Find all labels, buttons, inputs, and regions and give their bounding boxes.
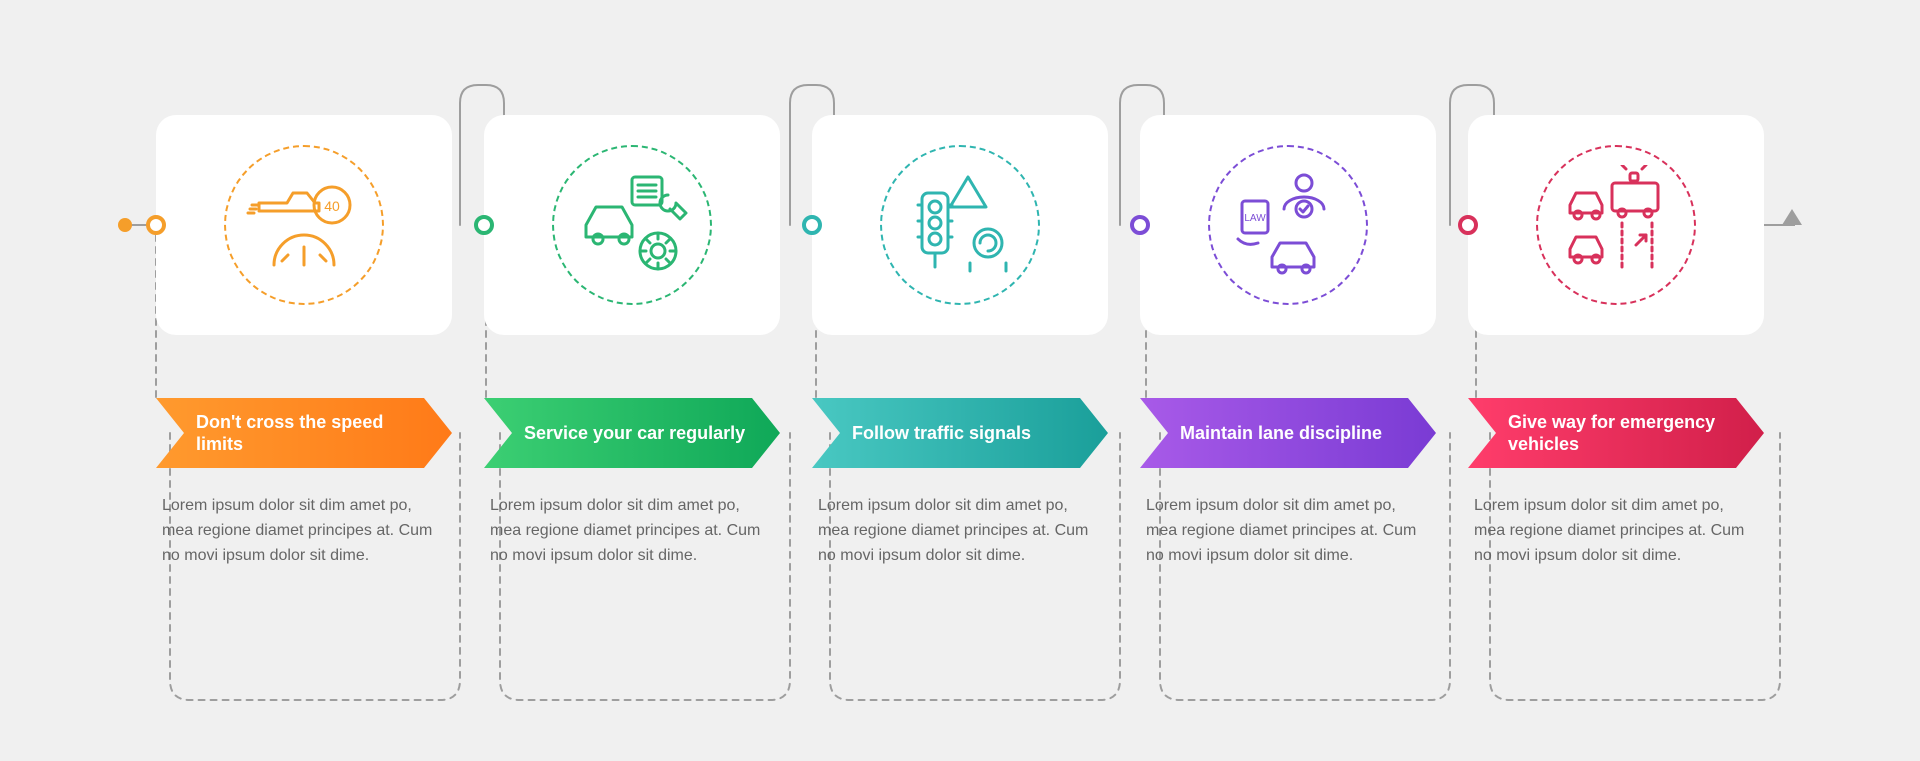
- icon-cards-row: 40: [156, 115, 1764, 335]
- timeline-start-dot: [118, 218, 132, 232]
- body-speed-limits: Lorem ipsum dolor sit dim amet po, mea r…: [156, 490, 452, 572]
- card-traffic-signals: [812, 115, 1108, 335]
- banner-title: Follow traffic signals: [852, 422, 1031, 445]
- svg-text:LAW: LAW: [1244, 213, 1266, 224]
- banner-title: Give way for emergency vehicles: [1508, 411, 1736, 456]
- banner-title: Don't cross the speed limits: [196, 411, 424, 456]
- banner-speed-limits: Don't cross the speed limits: [156, 398, 452, 468]
- card-emergency: [1468, 115, 1764, 335]
- banner-traffic-signals: Follow traffic signals: [812, 398, 1108, 468]
- signals-icon: [880, 145, 1040, 305]
- card-speed-limits: 40: [156, 115, 452, 335]
- card-lane-discipline: LAW: [1140, 115, 1436, 335]
- lane-icon: LAW: [1208, 145, 1368, 305]
- banner-emergency: Give way for emergency vehicles: [1468, 398, 1764, 468]
- emergency-icon: [1536, 145, 1696, 305]
- step-dot: [802, 215, 822, 235]
- body-service-car: Lorem ipsum dolor sit dim amet po, mea r…: [484, 490, 780, 572]
- banner-title: Maintain lane discipline: [1180, 422, 1382, 445]
- banner-title: Service your car regularly: [524, 422, 745, 445]
- body-text-row: Lorem ipsum dolor sit dim amet po, mea r…: [156, 490, 1764, 572]
- body-lane-discipline: Lorem ipsum dolor sit dim amet po, mea r…: [1140, 490, 1436, 572]
- step-dot: [1130, 215, 1150, 235]
- banner-lane-discipline: Maintain lane discipline: [1140, 398, 1436, 468]
- speed-icon: 40: [224, 145, 384, 305]
- step-dot: [1458, 215, 1478, 235]
- banner-row: Don't cross the speed limits Service you…: [156, 398, 1764, 468]
- svg-text:40: 40: [324, 198, 340, 214]
- body-traffic-signals: Lorem ipsum dolor sit dim amet po, mea r…: [812, 490, 1108, 572]
- card-service-car: [484, 115, 780, 335]
- step-dot: [474, 215, 494, 235]
- body-emergency: Lorem ipsum dolor sit dim amet po, mea r…: [1468, 490, 1764, 572]
- infographic-canvas: 40: [0, 0, 1920, 761]
- service-icon: [552, 145, 712, 305]
- banner-service-car: Service your car regularly: [484, 398, 780, 468]
- step-dot: [146, 215, 166, 235]
- timeline-end-arrow: [1782, 209, 1802, 225]
